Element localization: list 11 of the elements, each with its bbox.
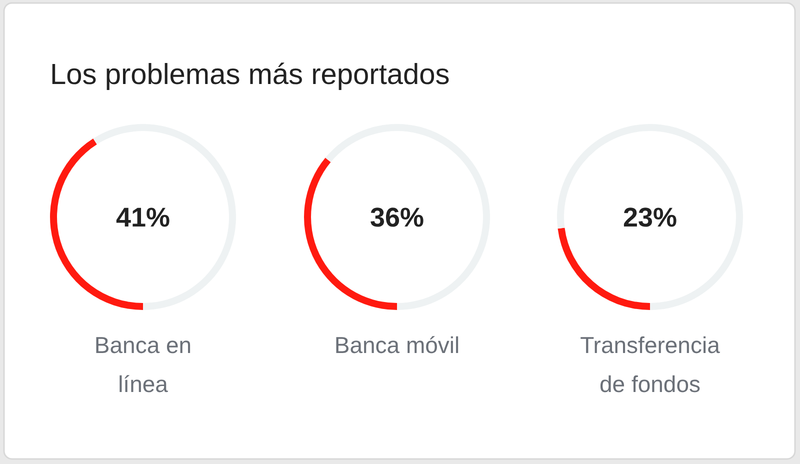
donut-slice — [325, 124, 490, 310]
donut-slice — [558, 228, 650, 310]
donut-slice — [557, 124, 743, 310]
slice-label: Banca móvil — [334, 332, 460, 358]
slice-label: Transferencia de fondos — [580, 332, 720, 397]
data-label: 36% — [370, 202, 424, 232]
chart-title: Los problemas más reportados — [50, 59, 450, 91]
data-label: 23% — [622, 202, 678, 232]
data-label: 41% — [116, 202, 170, 232]
donut-slice — [93, 124, 236, 310]
slice-label: Banca en línea — [94, 332, 192, 397]
